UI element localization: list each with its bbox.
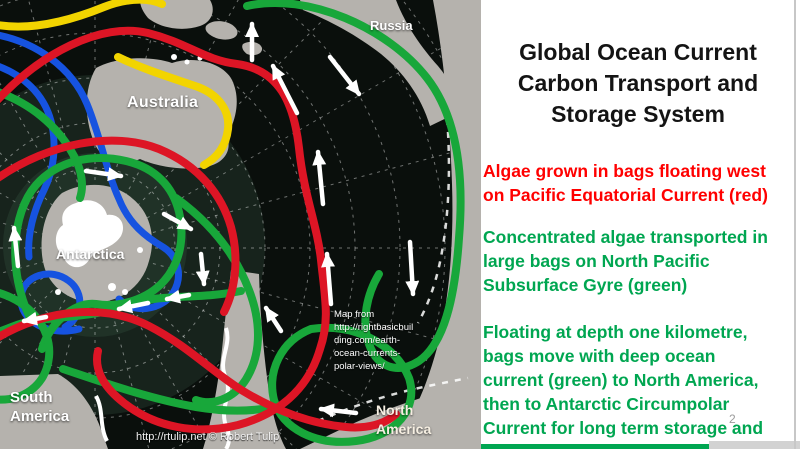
flow-arrow (327, 54, 362, 97)
bullet-line: Concentrated algae transported in (483, 226, 768, 247)
title-line: Carbon Transport and (517, 70, 759, 97)
map-label-north-america: North America (376, 402, 432, 437)
flow-arrow (263, 305, 284, 334)
asia-islands (140, 0, 213, 29)
flow-arrow (164, 289, 192, 304)
green-current-inflow (0, 88, 86, 202)
slide-right-edge (794, 0, 796, 449)
red-equatorial-current (0, 26, 330, 434)
green-gyre-outer (243, 0, 465, 372)
bullet-red-algae: Algae grown in bags floating west on Pac… (483, 159, 799, 207)
bullet-green-gyre: Concentrated algae transported in large … (483, 225, 799, 297)
flow-arrow (116, 299, 151, 314)
yellow-current-path (0, 0, 166, 31)
current-green (0, 0, 465, 446)
bottom-gray-bar (709, 441, 800, 449)
americas-coast-band (410, 0, 481, 418)
flow-arrows (8, 21, 420, 418)
map-label-south-america: South America (10, 389, 70, 425)
ice-dot (122, 289, 128, 295)
green-current-tail (59, 365, 272, 415)
flow-arrow (83, 167, 124, 182)
map-panel: Russia Australia Antarctica South Americ… (0, 0, 481, 449)
bullet-green-storage: Floating at depth one kilometre, bags mo… (483, 320, 799, 449)
ice-dot (137, 247, 143, 253)
asia-island-2 (205, 21, 238, 40)
antarctica-ice-cap (55, 200, 124, 268)
red-southern-arc (0, 308, 400, 432)
flow-arrow (8, 225, 23, 269)
map-source-note: Map from http://rightbasicbuilding.com/e… (334, 309, 414, 372)
ice-dot (55, 289, 61, 295)
current-red (0, 26, 400, 434)
red-current-branch (0, 136, 240, 316)
text-panel: Global Ocean Current Carbon Transport an… (481, 0, 800, 449)
ice-dot (108, 283, 116, 291)
island-dot (184, 59, 190, 65)
map-label-antarctica: Antarctica (56, 246, 125, 262)
green-circle-gyre (268, 323, 416, 446)
flow-arrow (318, 403, 359, 418)
russia-landmass (300, 0, 459, 126)
bullet-line: Floating at depth one kilometre, (483, 321, 748, 342)
bullet-line: Algae grown in bags floating west (483, 160, 766, 181)
south-america-coastline (94, 395, 109, 442)
current-yellow (0, 0, 233, 169)
flow-arrow (405, 239, 420, 297)
title-line: Storage System (551, 101, 725, 128)
pacific-rim-dashes (416, 105, 451, 324)
flow-arrow (312, 149, 327, 207)
page-number: 2 (729, 412, 736, 426)
flow-arrow (270, 63, 300, 116)
green-left-loop (0, 289, 54, 404)
bullet-line: on Pacific Equatorial Current (red) (483, 184, 768, 205)
bottom-green-bar (481, 444, 709, 449)
bullet-line: Current for long term storage and (483, 417, 764, 438)
green-deep-current (172, 194, 262, 407)
map-label-australia: Australia (127, 94, 199, 111)
flow-arrow (161, 211, 194, 232)
island-dot (171, 54, 177, 60)
flow-arrow (195, 251, 210, 287)
slide-title: Global Ocean Current Carbon Transport an… (487, 37, 789, 130)
bullet-line: current (green) to North America, (483, 369, 759, 390)
yellow-current-path (114, 53, 233, 169)
bullet-line: large bags on North Pacific (483, 250, 710, 271)
bullet-line: then to Antarctic Circumpolar (483, 393, 730, 414)
bullet-line: bags move with deep ocean (483, 345, 716, 366)
bullet-line: Subsurface Gyre (green) (483, 274, 688, 295)
flow-arrow (21, 311, 49, 326)
map-credit: http://rtulip.net © Robert Tulip (136, 431, 280, 443)
ocean-currents-map (0, 0, 481, 449)
title-line: Global Ocean Current (519, 39, 757, 66)
map-label-russia: Russia (370, 18, 413, 33)
flow-arrow (321, 251, 336, 307)
